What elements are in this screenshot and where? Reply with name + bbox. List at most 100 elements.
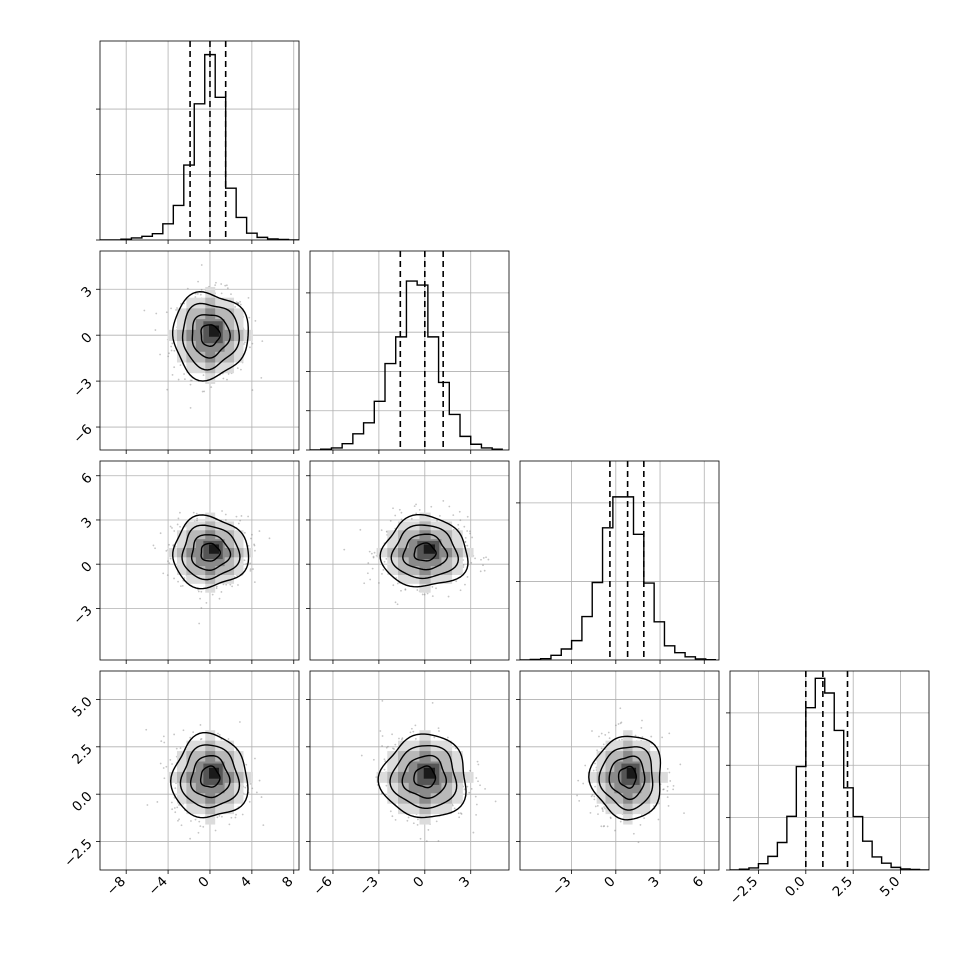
scatter-point	[389, 810, 392, 813]
scatter-point	[176, 523, 179, 526]
scatter-point	[637, 841, 640, 844]
scatter-point	[184, 378, 186, 381]
density-cell-0	[233, 530, 244, 540]
scatter-point	[404, 588, 407, 591]
scatter-point	[243, 343, 245, 345]
density-cell-0	[387, 565, 399, 575]
density-cell-0	[649, 761, 660, 773]
density-cell-0	[233, 565, 244, 575]
density-cell-1	[408, 792, 420, 804]
histogram-step-line	[310, 280, 503, 450]
scatter-point	[462, 566, 465, 568]
scatter-point	[416, 823, 419, 826]
scatter-point	[400, 518, 403, 521]
scatter-point	[666, 796, 669, 799]
scatter-point	[621, 738, 623, 741]
scatter-point	[245, 763, 248, 766]
scatter-point	[617, 723, 620, 725]
density-cell-0	[233, 792, 244, 804]
scatter-point	[459, 812, 462, 814]
scatter-point	[603, 806, 605, 808]
scatter-point	[182, 729, 185, 732]
scatter-point	[463, 525, 466, 528]
panel-frame	[519, 670, 720, 871]
scatter-point	[181, 584, 184, 587]
scatter-point	[639, 824, 642, 826]
scatter-point	[394, 743, 397, 746]
density-cell-0	[430, 521, 442, 531]
density-cell-1	[430, 792, 442, 804]
scatter-point	[236, 367, 239, 370]
density-cell-0	[376, 547, 388, 558]
scatter-point	[416, 589, 419, 591]
scatter-point	[216, 816, 219, 819]
scatter-point	[225, 284, 228, 287]
scatter-point	[254, 549, 256, 552]
scatter-point	[466, 785, 469, 788]
scatter-point	[160, 740, 163, 743]
contour-line-1	[401, 754, 448, 799]
scatter-point	[466, 576, 469, 578]
density-cell-1	[214, 530, 225, 540]
scatter-point	[202, 825, 205, 828]
scatter-point	[590, 795, 593, 798]
density-cell-0	[451, 751, 463, 762]
scatter-point	[200, 607, 203, 609]
scatter-point	[594, 762, 596, 765]
density-cell-1	[408, 530, 420, 540]
density-cell-2	[614, 761, 624, 773]
scatter-point	[383, 758, 386, 761]
scatter-point	[479, 784, 481, 787]
scatter-point	[170, 801, 173, 804]
scatter-point	[200, 590, 203, 593]
density-cell-0	[176, 319, 187, 331]
x-tick-label: 3	[645, 874, 662, 891]
scatter-point	[641, 736, 644, 738]
density-cell-1	[398, 530, 410, 540]
scatter-point	[458, 816, 461, 819]
contour-line-1	[189, 754, 231, 799]
density-cell-0	[176, 782, 187, 794]
scatter-point	[578, 799, 581, 802]
y-tick-label: −6	[70, 421, 95, 446]
density-cell-2	[632, 782, 642, 794]
density-cell-0	[233, 351, 244, 363]
density-cell-0	[176, 792, 187, 804]
plot-area	[310, 671, 509, 870]
scatter-point	[255, 791, 258, 794]
scatter-point	[433, 736, 436, 739]
scatter-point	[596, 804, 599, 807]
scatter-point	[189, 837, 192, 840]
panel-frame	[99, 460, 300, 661]
density-cell-0	[214, 740, 225, 752]
scatter-point	[602, 825, 605, 828]
scatter-point	[394, 514, 397, 517]
scatter-point	[197, 588, 199, 591]
scatter-point	[400, 511, 403, 514]
scatter-point	[455, 580, 458, 583]
density-cell-1	[195, 565, 206, 575]
scatter-point	[669, 780, 672, 782]
scatter-point	[171, 342, 174, 345]
scatter-point	[668, 732, 671, 735]
scatter-point	[400, 589, 402, 592]
scatter-point	[608, 737, 611, 740]
scatter-point	[614, 829, 616, 832]
scatter-point	[475, 803, 478, 806]
density-cell-0	[440, 740, 453, 752]
scatter-point	[253, 544, 256, 547]
scatter-point	[170, 349, 173, 352]
scatter-point	[606, 825, 609, 828]
scatter-point	[167, 355, 170, 358]
x-tick-label: 4	[237, 874, 254, 891]
density-cell-1	[224, 530, 235, 540]
x-tick-label: 0.0	[782, 874, 809, 901]
density-cell-0	[214, 297, 225, 309]
scatter-point	[415, 512, 418, 515]
panel-frame	[309, 670, 510, 871]
scatter-point	[437, 727, 440, 730]
scatter-point	[189, 379, 192, 382]
scatter-point	[391, 815, 394, 818]
scatter-point	[190, 820, 192, 822]
scatter-point	[239, 519, 242, 522]
